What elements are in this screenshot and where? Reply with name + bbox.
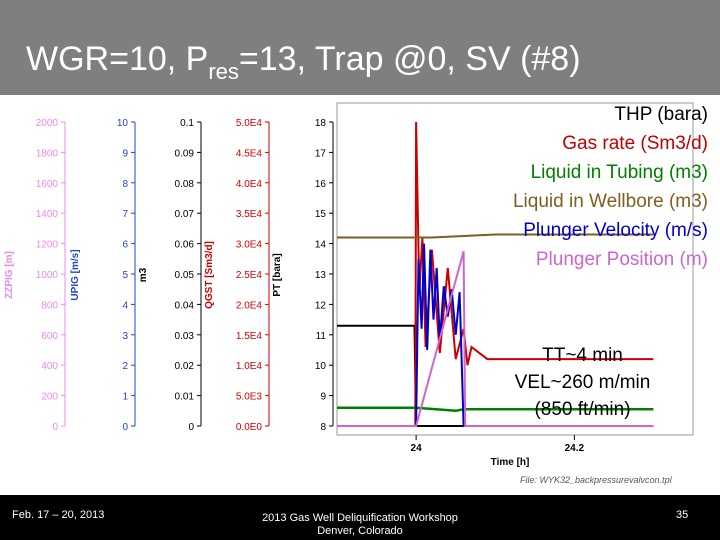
annotation-line-1: TT~4 min (542, 345, 623, 366)
series-line (337, 121, 654, 427)
annotation-line-3: (850 ft/min) (534, 399, 631, 420)
axis-tick-label: 17 (315, 148, 327, 159)
series-line (337, 233, 654, 239)
axis-tick-label: 2000 (36, 118, 59, 129)
axis-tick-label: 1000 (36, 270, 59, 281)
axis-tick-label: 0.04 (175, 300, 195, 311)
axis-tick-label: 10 (117, 118, 129, 129)
axis-tick-label: 3 (122, 331, 128, 342)
axis-tick-label: 1400 (36, 209, 59, 220)
plot-frame (336, 102, 694, 436)
axis-tick-label: 2.0E4 (236, 300, 263, 311)
x-tick-label: 24 (411, 443, 423, 454)
axis-title: UPIG [m/s] (70, 249, 81, 300)
legend-thp: THP (bara) (614, 104, 708, 125)
axis-tick-label: 4.5E4 (236, 148, 263, 159)
legend-liquid-wellbore: Liquid in Wellbore (m3) (512, 191, 708, 212)
axis-tick-label: 1200 (36, 240, 59, 251)
axis-title: ZZPIG [m] (4, 251, 15, 299)
axis-tick-label: 0.01 (175, 392, 195, 403)
axis-tick-label: 0.09 (175, 148, 195, 159)
axis-tick-label: 14 (315, 240, 327, 251)
axis-tick-label: 3.5E4 (236, 209, 263, 220)
legend-plunger-position: Plunger Position (m) (535, 249, 708, 270)
annotation-box: TT~4 min VEL~260 m/min (850 ft/min) (470, 342, 695, 423)
axis-tick-label: 5.0E4 (236, 118, 263, 129)
slide-header: WGR=10, Pres=13, Trap @0, SV (#8) (0, 0, 720, 95)
legend-gas-rate: Gas rate (Sm3/d) (562, 133, 708, 154)
axis-tick-label: 400 (41, 361, 58, 372)
axis-tick-label: 12 (315, 300, 327, 311)
footer-workshop: 2013 Gas Well Deliquification Workshop D… (190, 512, 530, 538)
axis-tick-label: 0 (122, 422, 128, 433)
axis-title: QGST [Sm3/d] (204, 241, 215, 309)
axis-tick-label: 7 (122, 209, 128, 220)
axis-tick-label: 8 (122, 179, 128, 190)
axis-tick-label: 1 (122, 392, 128, 403)
axis-tick-label: 6 (122, 240, 128, 251)
axis-tick-label: 2 (122, 361, 128, 372)
axis-tick-label: 0.06 (175, 240, 195, 251)
axis-title: m3 (138, 267, 149, 282)
x-tick-label: 24.2 (565, 443, 585, 454)
axis-tick-label: 18 (315, 118, 327, 129)
axis-tick-label: 0.08 (175, 179, 195, 190)
annotation-line-2: VEL~260 m/min (514, 372, 651, 393)
axis-tick-label: 0.07 (175, 209, 195, 220)
axis-tick-label: 600 (41, 331, 58, 342)
axis-tick-label: 5 (122, 270, 128, 281)
axis-tick-label: 5.0E3 (236, 392, 263, 403)
axis-tick-label: 3.0E4 (236, 240, 263, 251)
axis-tick-label: 9 (122, 148, 128, 159)
axis-tick-label: 4 (122, 300, 128, 311)
footer-page-number: 35 (676, 509, 689, 521)
axis-tick-label: 13 (315, 270, 327, 281)
axis-tick-label: 0.0E0 (236, 422, 263, 433)
chart-legend: THP (bara) Gas rate (Sm3/d) Liquid in Tu… (513, 100, 708, 274)
slide-title: WGR=10, Pres=13, Trap @0, SV (#8) (26, 40, 581, 84)
series-line (337, 250, 654, 427)
axis-tick-label: 15 (315, 209, 327, 220)
chart-area: 2000 1800 1600 1400 1200 1000 800 600 400 200 0 ZZP… (0, 95, 720, 495)
slide-footer: Feb. 17 – 20, 2013 2013 Gas Well Deliqui… (0, 495, 720, 540)
axis-tick-label: 1.5E4 (236, 331, 263, 342)
axis-tick-label: 11 (316, 331, 327, 342)
footer-workshop-line1: 2013 Gas Well Deliquification Workshop (262, 512, 458, 524)
legend-liquid-tubing: Liquid in Tubing (m3) (530, 162, 708, 183)
axis-title: PT [bara] (272, 253, 283, 296)
series-line (337, 243, 654, 427)
axis-tick-label: 800 (41, 300, 58, 311)
legend-plunger-velocity: Plunger Velocity (m/s) (523, 220, 708, 241)
axis-tick-label: 0.1 (180, 118, 194, 129)
axis-tick-label: 0.05 (175, 270, 195, 281)
axis-tick-label: 0 (188, 422, 194, 433)
axis-tick-label: 0 (52, 422, 58, 433)
chart-svg: 2000180016001400120010008006004002000ZZP… (4, 102, 694, 485)
axis-tick-label: 8 (320, 422, 326, 433)
axis-tick-label: 1800 (36, 148, 59, 159)
axis-tick-label: 1.0E4 (236, 361, 263, 372)
axis-tick-label: 0.03 (175, 331, 195, 342)
x-axis-title: Time [h] (491, 457, 530, 468)
axis-tick-label: 0.02 (175, 361, 195, 372)
footer-date: Feb. 17 – 20, 2013 (12, 509, 105, 521)
axis-tick-label: 200 (41, 392, 58, 403)
footer-workshop-line2: Denver, Colorado (317, 525, 403, 537)
axis-tick-label: 2.5E4 (236, 270, 263, 281)
axis-tick-label: 16 (315, 179, 327, 190)
axis-tick-label: 1600 (36, 179, 59, 190)
file-label: File: WYK32_backpressurevalvcon.tpl (520, 475, 673, 485)
axis-tick-label: 4.0E4 (236, 179, 263, 190)
axis-tick-label: 9 (320, 392, 326, 403)
axis-tick-label: 10 (315, 361, 327, 372)
